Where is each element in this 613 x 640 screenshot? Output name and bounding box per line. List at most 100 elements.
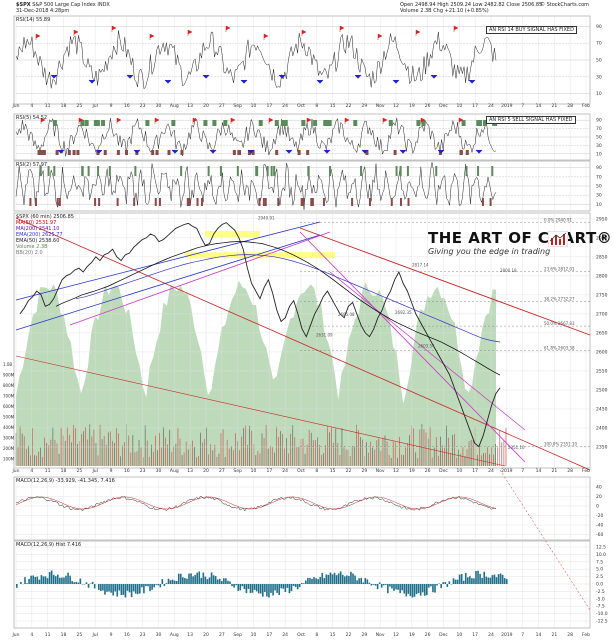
overbought-fill [95,120,100,126]
histogram-bar [126,584,129,591]
tick-label: 17 [266,103,272,109]
high-label: High [437,2,449,8]
tick-label: 17 [266,632,272,638]
histogram-bar [462,580,465,584]
oversold-fill [465,150,469,155]
histogram-bar [311,578,313,584]
tick-label: 2600 [596,349,608,355]
oversold-fill [188,198,191,206]
histogram-bar [231,584,233,587]
histogram-bar [467,577,469,584]
tick-label: 19 [409,468,415,474]
histogram-bar [399,584,401,594]
tick-label: 11 [45,103,51,109]
blue-arrow-icon [133,149,141,154]
tick-label: 29 [361,468,367,474]
histogram-bar [446,584,449,588]
tick-label: 9 [110,632,113,638]
resistance-trendline [15,217,591,471]
histogram-bar [434,584,436,593]
overbought-fill [180,166,183,176]
histogram-bar [225,578,227,584]
histogram-bar [255,584,258,592]
tick-label: 90 [596,165,602,171]
histogram-bar [16,584,18,588]
histogram-bar [218,578,221,584]
histogram-bar [73,582,75,584]
histogram-bar [329,572,332,584]
oversold-fill [76,150,80,155]
overbought-fill [435,166,438,176]
oversold-fill [29,198,32,206]
oversold-fill [116,150,120,155]
histogram-bar [505,578,508,584]
overbought-fill [270,166,273,176]
blue-arrow-icon [392,79,400,84]
blue-arrow-icon [95,149,103,154]
histogram-bar [325,574,328,584]
histogram-bar [124,584,127,598]
overbought-fill [307,166,310,176]
tick-label: 20 [203,103,209,109]
histogram-bar [143,584,145,594]
histogram-bar [136,584,139,595]
oversold-fill [55,150,59,155]
tick-label: 900M [3,373,15,378]
histogram-bar [221,581,223,584]
macd-line [15,495,497,512]
histogram-bar [348,576,350,584]
blue-arrow-icon [323,149,331,154]
tick-label: Jul [91,468,97,474]
falling-wedge-line [299,231,526,463]
blue-arrow-icon [57,149,65,154]
tick-label: 28 [567,103,573,109]
fib-label: 38.2% 2732.27 [544,297,575,302]
histogram-bar [339,571,342,584]
histogram-bar [300,582,303,584]
tick-label: 7 [521,103,524,109]
histogram-bar [63,577,65,584]
histogram-bar [120,584,123,596]
tick-label: 2450 [596,406,608,412]
price-annotation: 2817.14 [412,262,429,267]
price-annotation: 2685.08 [338,312,355,317]
wedge-upper [69,231,331,326]
overbought-fill [323,120,328,126]
overbought-fill [461,120,466,126]
tick-label: Feb [582,468,590,474]
histogram-bar [477,570,479,584]
histogram-bar [128,584,131,593]
tick-label: 4 [30,103,33,109]
tick-label: 25 [76,468,82,474]
histogram-bar [42,576,45,584]
overbought-fill [301,120,306,126]
tick-label: 500M [3,415,15,420]
brand-tagline: Giving you the edge in trading [428,247,551,256]
tick-label: 10 [251,103,257,109]
header-date: 31-Dec-2018 4:28pm [16,8,70,14]
blue-arrow-icon [430,74,438,79]
overbought-fill [465,166,468,176]
histogram-bar [272,584,274,596]
tick-label: 21 [551,468,557,474]
blue-arrow-icon [247,149,255,154]
overbought-fill [97,166,100,176]
tick-label: 8 [315,468,318,474]
histogram-bar [452,578,455,584]
price-annotation: 2631.09 [316,333,333,338]
oversold-fill [67,150,71,155]
tick-label: 27 [219,103,225,109]
tick-label: 10 [456,468,462,474]
histogram-bar [491,575,494,584]
tick-label: 15 [330,468,336,474]
tick-label: Oct [297,468,305,474]
oversold-fill [262,198,265,206]
histogram-bar [134,584,137,594]
tick-label: 15 [330,103,336,109]
tick-label: 28 [567,632,573,638]
tick-label: 18 [61,632,67,638]
histogram-bar [184,577,186,584]
oversold-fill [264,198,267,206]
histogram-bar [378,582,381,584]
histogram-bar [46,578,49,584]
